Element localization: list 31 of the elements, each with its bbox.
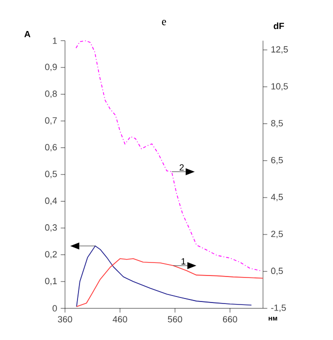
y2-tick-label: 4,5 [270, 194, 283, 202]
x-tick-label: 660 [222, 316, 238, 322]
y-tick-label: 0,3 [45, 224, 57, 232]
x-tick-label: 460 [112, 316, 128, 322]
y-tick-label: 0,6 [45, 144, 57, 152]
y2-tick-label: 6,5 [271, 156, 283, 164]
y2-tick-label: -1,5 [271, 304, 286, 312]
chart-title: e [162, 20, 166, 26]
y-tick-label: 0,5 [45, 170, 57, 178]
y-tick-label: 0,8 [45, 90, 57, 98]
x-tick-label: 560 [168, 316, 182, 322]
x-tick-label: 360 [58, 316, 72, 322]
y2-tick-label: 12,5 [271, 46, 288, 54]
line-series [76, 258, 264, 308]
annotation: 1 [182, 258, 186, 264]
line-series [76, 246, 252, 308]
y-tick-label: 0,9 [45, 64, 57, 72]
y2-tick-label: 10,5 [271, 83, 288, 91]
line-series [76, 40, 261, 272]
y-tick-label: 1 [52, 38, 57, 44]
y2-tick-label: 2,5 [271, 230, 283, 238]
y-axis-title: A [24, 31, 30, 38]
y-tick-label: 0 [52, 305, 57, 312]
y-tick-label: 0,1 [45, 278, 57, 286]
annotation: 2 [180, 164, 184, 171]
y-tick-label: 0,2 [45, 251, 57, 258]
y2-tick-label: 0,5 [271, 268, 283, 276]
y-tick-label: 0,7 [45, 117, 57, 125]
y2-axis-title: dF [274, 22, 284, 30]
y2-tick-label: 8,5 [271, 120, 283, 128]
y-tick-label: 0,4 [45, 198, 57, 205]
